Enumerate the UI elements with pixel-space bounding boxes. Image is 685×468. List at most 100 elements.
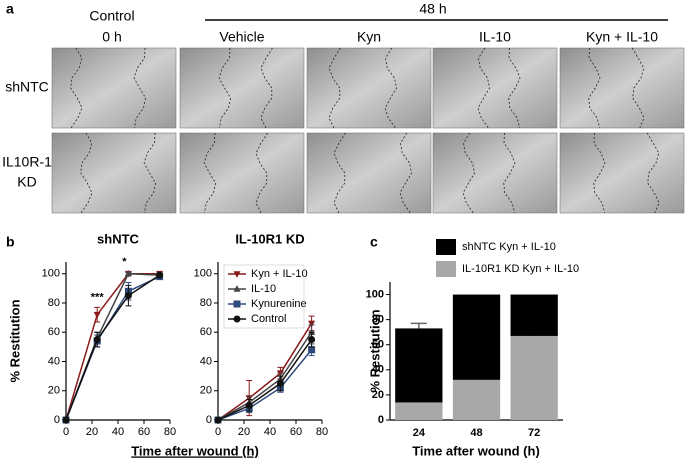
y-tick-label: 0 [54,414,60,426]
panel-label: b [6,234,15,250]
legend-label: Control [251,313,286,325]
series-line [65,274,161,421]
panel-label: a [6,1,14,17]
micrograph [306,47,432,129]
row-header: IL10R-1 [2,154,52,170]
micrograph [559,47,685,129]
wound-edge [588,47,601,129]
legend-swatch [436,239,456,255]
wound-edge [503,132,516,214]
marker [62,416,70,424]
wound-edge [384,47,398,129]
x-tick-label: 20 [86,426,98,438]
marker [156,271,164,279]
x-tick-label: 60 [290,426,302,438]
y-tick-label: 20 [48,385,60,397]
micrograph [559,132,685,214]
bar-segment [510,335,558,420]
y-tick-label: 60 [372,339,384,351]
legend-label: IL-10 [251,283,276,295]
series-line [217,349,313,421]
y-tick-label: 80 [372,314,384,326]
marker [308,346,316,354]
annotation: * [122,256,127,268]
error-bar [410,322,427,329]
marker [233,271,241,278]
y-tick-label: 80 [48,297,60,309]
marker [124,269,132,277]
x-axis-label: Time after wound (h) [412,443,540,458]
wound-edge [477,47,491,129]
wound-edge [133,47,147,129]
panel-label: c [370,234,378,250]
column-header: 48 h [419,1,446,17]
column-header: Vehicle [219,29,264,45]
wound-edge [462,132,476,214]
wound-edge [143,132,157,214]
chart-title: IL-10R1 KD [235,231,304,246]
y-tick-label: 40 [200,355,212,367]
wound-edge [218,47,232,129]
marker [308,336,316,344]
wound-edge [593,132,606,214]
x-tick-label: 80 [164,426,176,438]
micrograph [306,132,432,214]
x-tick-label: 48 [470,427,482,439]
marker [245,401,253,409]
series-line [65,272,160,421]
series-line [217,331,313,421]
marker [93,336,101,344]
wound-edge [70,47,83,129]
bar-segment [395,402,443,420]
marker [308,328,316,336]
legend-label: shNTC Kyn + IL-10 [462,241,556,253]
row-header: KD [17,174,36,190]
marker [214,416,222,424]
wound-edge [399,132,413,214]
wound-edge [508,47,521,129]
x-axis-label: Time after wound (h) [131,443,259,458]
y-tick-label: 20 [200,385,212,397]
x-tick-label: 40 [112,426,124,438]
x-tick-label: 72 [528,427,540,439]
series-line [65,272,160,421]
marker [276,379,284,387]
wound-edge [646,132,660,214]
y-tick-label: 100 [366,288,384,300]
marker [233,315,241,323]
x-tick-label: 24 [413,427,426,439]
legend-label: Kyn + IL-10 [251,268,308,280]
wound-edge [203,132,217,214]
x-tick-label: 20 [238,426,250,438]
marker [233,300,241,308]
y-tick-label: 0 [206,414,212,426]
legend-label: Kynurenine [251,298,307,310]
legend-box [223,264,305,329]
wound-edge [80,132,93,214]
marker [233,285,241,292]
bar-segment [452,294,501,380]
y-tick-label: 80 [200,297,212,309]
bar-segment [510,294,558,336]
x-tick-label: 80 [316,426,328,438]
x-tick-label: 60 [138,426,150,438]
series-line [65,275,160,421]
y-tick-label: 20 [372,389,384,401]
x-tick-label: 0 [215,426,221,438]
y-tick-label: 0 [378,414,384,426]
x-tick-label: 0 [63,426,69,438]
micrograph [179,132,305,214]
micrograph [432,132,558,214]
y-tick-label: 100 [42,268,60,280]
column-header: Control [89,8,134,24]
micrograph [432,47,558,129]
y-tick-label: 40 [372,364,384,376]
micrograph [51,47,177,129]
wound-edge [631,47,645,129]
column-header: Kyn [357,29,381,45]
x-tick-label: 40 [264,426,276,438]
micrograph [51,132,177,214]
y-axis-label: % Restitution [367,309,382,392]
row-header: shNTC [5,79,49,95]
